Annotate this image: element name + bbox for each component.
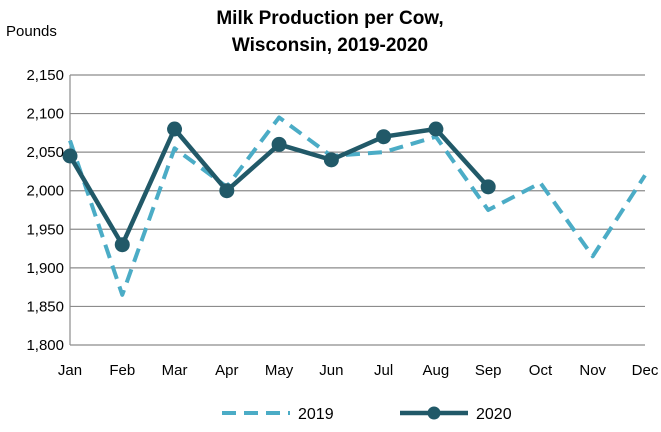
y-tick-label: 1,950	[26, 221, 64, 238]
x-tick-label: Oct	[529, 362, 553, 379]
y-tick-label: 1,900	[26, 260, 64, 277]
data-point-2020	[376, 129, 392, 145]
x-tick-label: Jun	[319, 362, 343, 379]
series-line-2019	[68, 115, 647, 297]
y-tick-label: 2,100	[26, 106, 64, 123]
data-point-2020	[428, 121, 444, 137]
x-tick-label: Apr	[215, 362, 238, 379]
data-point-2020	[62, 148, 78, 164]
x-tick-label: Mar	[162, 362, 188, 379]
y-tick-label: 1,800	[26, 337, 64, 354]
data-point-2020	[219, 183, 235, 199]
legend-marker-2020	[427, 406, 441, 420]
x-tick-label: May	[265, 362, 294, 379]
chart-title-line-1: Milk Production per Cow,	[216, 8, 443, 29]
x-tick-label: Jan	[58, 362, 82, 379]
series-markers	[62, 121, 496, 253]
y-tick-label: 2,000	[26, 183, 64, 200]
x-tick-label: Aug	[423, 362, 450, 379]
legend: 2019 2020	[222, 406, 512, 423]
data-point-2020	[167, 121, 183, 137]
data-point-2020	[480, 179, 496, 195]
x-tick-label: Jul	[374, 362, 393, 379]
y-tick-label: 2,050	[26, 144, 64, 161]
x-tick-label: Dec	[632, 362, 659, 379]
data-point-2020	[323, 152, 339, 168]
legend-label-2020: 2020	[476, 406, 512, 423]
x-tick-label: Feb	[109, 362, 135, 379]
chart-title-line-2: Wisconsin, 2019-2020	[232, 35, 428, 56]
y-axis-label: Pounds	[6, 23, 57, 40]
y-tick-label: 2,150	[26, 67, 64, 84]
x-tick-label: Nov	[579, 362, 606, 379]
tick-labels: 1,800 1,850 1,900 1,950 2,000 2,050 2,100 2,150…	[26, 67, 658, 379]
data-point-2020	[271, 136, 287, 152]
data-point-2020	[114, 237, 130, 253]
y-tick-label: 1,850	[26, 298, 64, 315]
x-tick-label: Sep	[475, 362, 502, 379]
legend-label-2019: 2019	[298, 406, 334, 423]
